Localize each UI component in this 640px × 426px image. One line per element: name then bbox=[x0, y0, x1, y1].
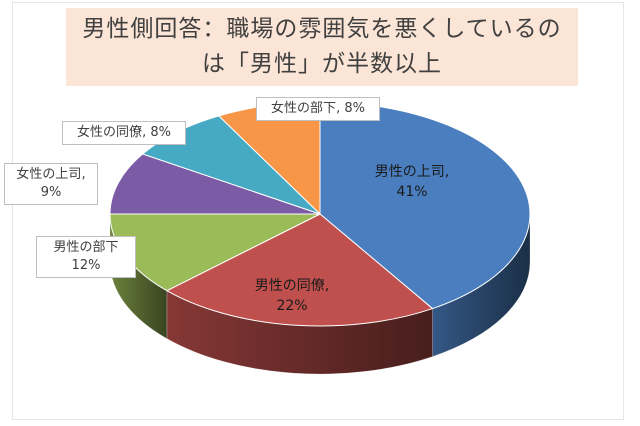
chart-title-line-1: 男性側回答：職場の雰囲気を悪くしているの bbox=[82, 16, 562, 42]
slice-1 bbox=[165, 213, 434, 327]
slice-label-3: 女性の上司, 9% bbox=[4, 163, 98, 205]
slice-3 bbox=[109, 153, 321, 215]
chart-title: 男性側回答：職場の雰囲気を悪くしているの は「男性」が半数以上 bbox=[66, 8, 578, 86]
slice-label-0: 男性の上司, 41% bbox=[374, 164, 450, 200]
chart-title-line-2: は「男性」が半数以上 bbox=[202, 51, 442, 77]
slice-label-2: 男性の部下 12% bbox=[36, 236, 136, 278]
slice-label-1: 男性の同僚, 22% bbox=[254, 278, 330, 314]
slice-label-5: 女性の部下, 8% bbox=[256, 97, 380, 121]
slice-0 bbox=[319, 101, 531, 310]
slice-label-4: 女性の同僚, 8% bbox=[62, 121, 186, 145]
